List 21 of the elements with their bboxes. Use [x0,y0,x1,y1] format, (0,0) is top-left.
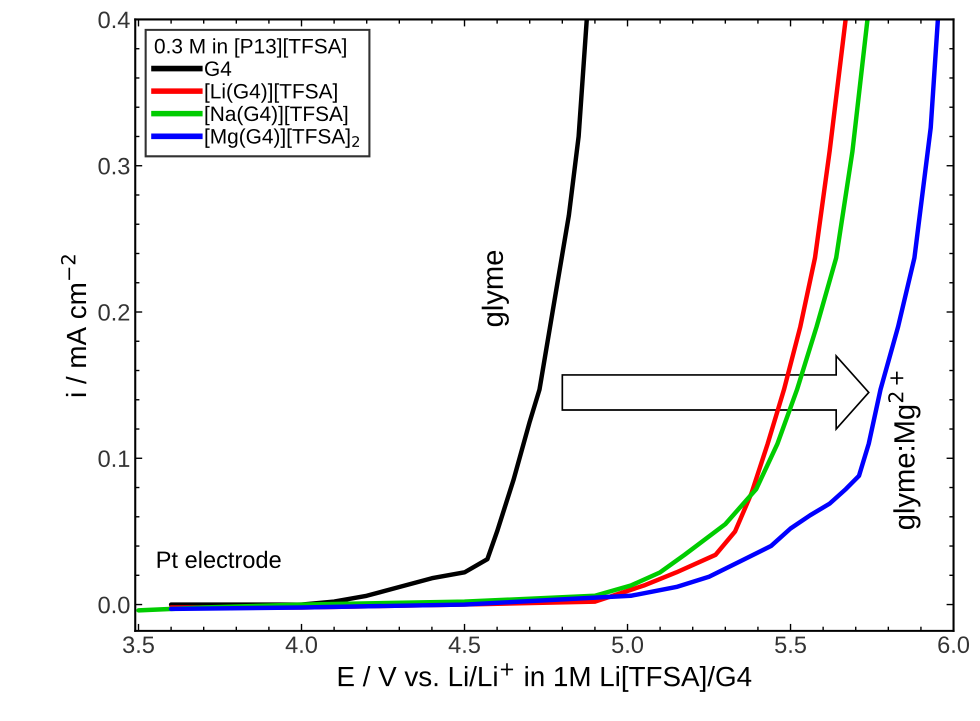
y-tick-label: 0.4 [98,12,130,28]
x-tick-label: 3.5 [122,636,154,654]
legend-label: G4 [205,61,232,76]
y-tick-label: 0.0 [98,596,130,614]
x-tick-label: 5.5 [775,636,806,654]
annotation: glyme:Mg$^{2+}$ [888,372,920,530]
annotation: Pt electrode [158,550,281,568]
x-tick-label: 6.0 [938,636,970,654]
y-tick-label: 0.1 [98,450,130,468]
legend-title: 0.3 M in [P13][TFSA] [154,38,346,58]
annotation: glyme [482,250,509,326]
y-tick-label: 0.2 [98,304,130,321]
x-tick-label: 4.0 [286,636,317,654]
legend-label: [Na(G4)][TFSA] [205,106,348,126]
y-axis-title: i / mA cm$^{−2}$ [60,255,86,396]
x-axis-title: E / V vs. Li/Li$^{+}$ in 1M Li[TFSA]/G4 [338,663,752,692]
legend-label: [Li(G4)][TFSA] [205,83,337,103]
y-tick-label: 0.3 [98,158,130,175]
x-tick-label: 5.0 [612,636,644,654]
legend-label: [Mg(G4)][TFSA]$_{2}$ [205,128,360,148]
x-tick-label: 4.5 [448,636,480,654]
